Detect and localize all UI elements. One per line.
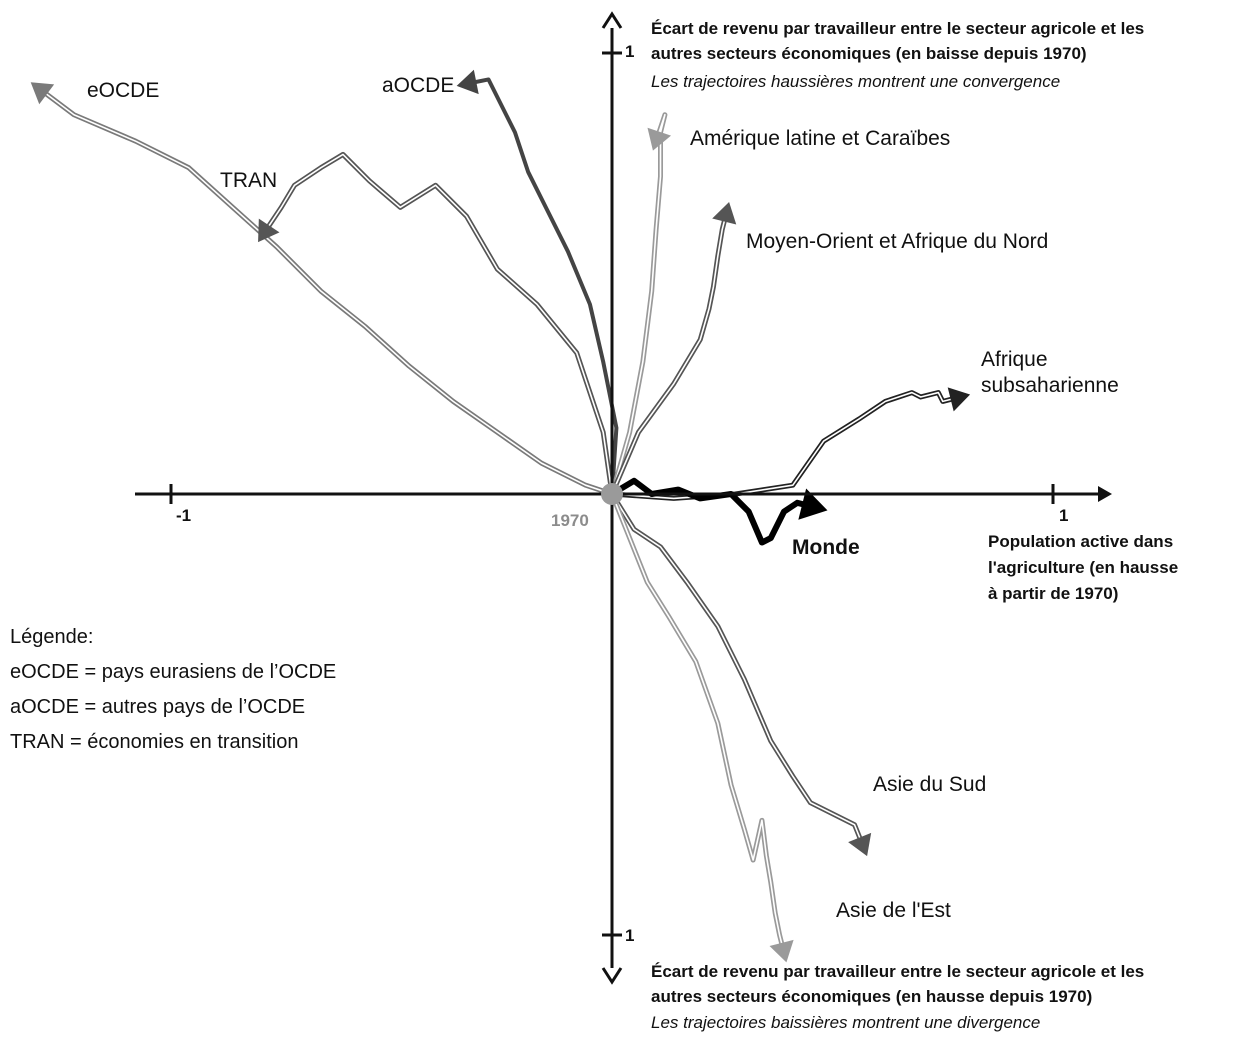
series-arrow-asie-de-l-est <box>769 939 794 963</box>
legend-item-tran: TRAN = économies en transition <box>10 731 299 753</box>
series-line-afrique-subsaharienne <box>609 390 963 501</box>
series-line-inner-afrique-subsaharienne <box>611 391 962 500</box>
series-label-eocde: eOCDE <box>87 79 160 102</box>
y-axis-bottom-title-line-2: autres secteurs économiques (en hausse d… <box>651 987 1093 1006</box>
series-arrow-afrique-subsaharienne <box>947 387 971 412</box>
series-line-inner-moyen-orient-et-afrique-du-nord <box>611 210 728 495</box>
series-line-aocde <box>464 77 619 496</box>
series-eocde <box>30 82 615 497</box>
series-line-tran <box>261 151 615 497</box>
axes-layer <box>135 11 1112 985</box>
series-line-inner-amerique-latine-et-caraibes <box>611 113 666 495</box>
series-line-inner-asie-du-sud <box>611 493 865 848</box>
series-label-mena: Moyen-Orient et Afrique du Nord <box>746 230 1049 253</box>
series-layer <box>30 69 971 963</box>
series-label-aocde: aOCDE <box>382 74 455 97</box>
series-line-inner-tran <box>262 153 613 495</box>
y-axis-bottom-note: Les trajectoires baissières montrent une… <box>651 1013 1041 1032</box>
series-afrique-subsaharienne <box>609 387 971 501</box>
series-label-tran: TRAN <box>220 169 278 192</box>
x-axis-label-line-1: Population active dans <box>988 532 1174 551</box>
series-line-inner-eocde <box>37 87 613 495</box>
series-arrow-aocde <box>456 69 479 95</box>
series-label-world: Monde <box>792 536 860 559</box>
series-amerique-latine-et-caraibes <box>609 112 672 497</box>
series-moyen-orient-et-afrique-du-nord <box>609 202 737 497</box>
legend-item-eocde: eOCDE = pays eurasiens de l’OCDE <box>10 661 337 683</box>
y-axis-bottom-title-line-1: Écart de revenu par travailleur entre le… <box>651 962 1145 981</box>
y-tick-bottom: 1 <box>625 926 635 945</box>
series-line-monde <box>609 477 818 546</box>
series-arrow-amerique-latine-et-caraibes <box>647 127 672 151</box>
y-axis-top-title-line-2: autres secteurs économiques (en baisse d… <box>651 44 1087 63</box>
series-label-ssa: Afrique subsaharienne <box>981 348 1119 398</box>
series-arrow-asie-du-sud <box>848 832 872 857</box>
x-tick-pos: 1 <box>1059 506 1069 525</box>
x-tick-neg: -1 <box>176 506 192 525</box>
y-axis-arrow-top <box>601 11 623 29</box>
x-axis-label-line-3: à partir de 1970) <box>988 584 1119 603</box>
series-arrow-monde <box>798 488 828 520</box>
series-line-inner-asie-de-l-est <box>611 493 785 954</box>
series-asie-de-l-est <box>609 491 794 963</box>
series-arrow-tran <box>258 218 280 243</box>
series-line-moyen-orient-et-afrique-du-nord <box>609 209 730 497</box>
series-line-asie-de-l-est <box>609 491 787 956</box>
series-tran <box>258 151 615 497</box>
series-arrow-moyen-orient-et-afrique-du-nord <box>712 202 737 225</box>
y-axis-top-title-line-1: Écart de revenu par travailleur entre le… <box>651 19 1145 38</box>
series-line-eocde <box>36 85 615 497</box>
legend-title: Légende: <box>10 626 94 648</box>
x-axis-arrow <box>1098 486 1112 502</box>
series-monde <box>609 477 828 546</box>
origin-label: 1970 <box>551 511 589 530</box>
origin-marker <box>601 483 623 505</box>
series-aocde <box>456 69 619 496</box>
series-arrow-eocde <box>30 82 55 105</box>
x-axis-label-line-2: l'agriculture (en hausse <box>988 558 1179 577</box>
series-label-east-asia: Asie de l'Est <box>836 899 951 922</box>
y-tick-top: 1 <box>625 42 635 61</box>
series-asie-du-sud <box>609 491 872 857</box>
series-label-south-asia: Asie du Sud <box>873 773 987 796</box>
legend-item-aocde: aOCDE = autres pays de l’OCDE <box>10 696 306 718</box>
series-label-latin-america: Amérique latine et Caraïbes <box>690 127 951 150</box>
y-axis-arrow-bottom <box>601 967 623 985</box>
y-axis-top-note: Les trajectoires haussières montrent une… <box>651 72 1061 91</box>
